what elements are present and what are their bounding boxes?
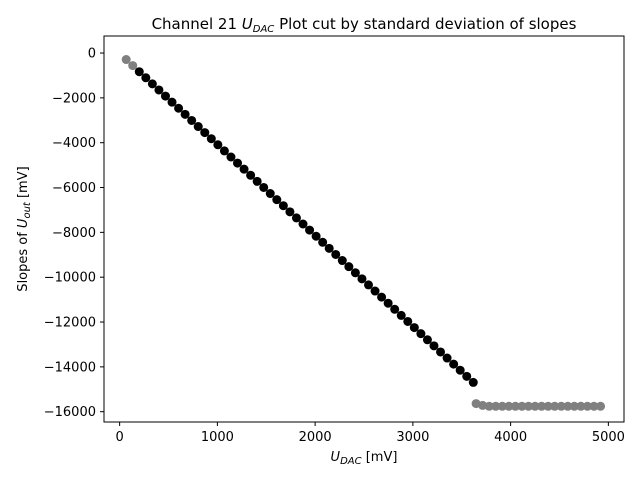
data-point-kept: [285, 207, 295, 217]
data-point-kept: [311, 231, 321, 241]
data-point-kept: [383, 298, 393, 308]
data-point-kept: [324, 243, 334, 253]
x-tick-label: 1000: [201, 430, 234, 445]
data-point-kept: [331, 249, 341, 259]
data-point-kept: [305, 225, 315, 235]
data-point-kept: [396, 310, 406, 320]
x-tick-label: 2000: [299, 430, 332, 445]
data-point-cut: [589, 401, 599, 411]
data-point-kept: [337, 256, 347, 266]
data-point-cut: [491, 401, 501, 411]
data-point-kept: [357, 274, 367, 284]
data-point-kept: [449, 359, 459, 369]
data-point-cut: [517, 401, 527, 411]
data-point-kept: [291, 213, 301, 223]
data-point-cut: [510, 401, 520, 411]
data-point-kept: [193, 122, 203, 132]
y-tick-label: −6000: [52, 181, 96, 196]
data-point-kept: [436, 347, 446, 357]
data-point-cut: [582, 401, 592, 411]
data-point-kept: [219, 146, 229, 156]
data-point-cut: [569, 401, 579, 411]
data-point-cut: [576, 401, 586, 411]
data-point-cut: [484, 401, 494, 411]
y-axis-title: Slopes of Uout [mV]: [16, 166, 33, 291]
data-point-kept: [298, 219, 308, 229]
chart-title: Channel 21 UDAC Plot cut by standard dev…: [152, 15, 577, 35]
data-point-kept: [147, 79, 157, 89]
data-point-kept: [272, 195, 282, 205]
data-point-cut: [556, 401, 566, 411]
x-tick-label: 4000: [494, 430, 527, 445]
data-point-kept: [160, 91, 170, 101]
data-point-kept: [134, 67, 144, 77]
data-point-kept: [429, 341, 439, 351]
data-point-cut: [530, 401, 540, 411]
series-kept: [134, 67, 478, 387]
data-point-kept: [174, 103, 184, 113]
y-tick-label: −12000: [44, 316, 96, 331]
data-point-cut: [128, 61, 138, 71]
data-point-kept: [278, 201, 288, 211]
data-point-kept: [213, 140, 223, 150]
data-point-kept: [233, 158, 243, 168]
plot-frame: [103, 35, 625, 423]
y-tick-label: −14000: [44, 360, 96, 375]
y-tick-label: −16000: [44, 405, 96, 420]
x-tick-label: 3000: [396, 430, 429, 445]
data-point-kept: [318, 237, 328, 247]
data-point-kept: [416, 329, 426, 339]
y-tick-label: −2000: [52, 91, 96, 106]
data-point-cut: [524, 401, 534, 411]
y-tick-label: 0: [88, 47, 96, 62]
data-point-kept: [252, 176, 262, 186]
data-point-kept: [350, 268, 360, 278]
data-point-kept: [363, 280, 373, 290]
y-tick-label: −4000: [52, 136, 96, 151]
data-point-cut: [563, 401, 573, 411]
data-point-cut: [478, 400, 488, 410]
data-point-kept: [455, 365, 465, 375]
data-point-kept: [206, 134, 216, 144]
data-point-kept: [468, 377, 478, 387]
data-point-cut: [550, 401, 560, 411]
data-point-kept: [239, 164, 249, 174]
data-point-kept: [226, 152, 236, 162]
data-point-cut: [121, 55, 131, 65]
data-point-cut: [543, 401, 553, 411]
data-point-kept: [344, 262, 354, 272]
data-point-kept: [265, 189, 275, 199]
data-point-kept: [409, 323, 419, 333]
data-point-kept: [259, 182, 269, 192]
data-point-kept: [187, 115, 197, 125]
data-point-kept: [180, 109, 190, 119]
x-tick-label: 0: [115, 430, 123, 445]
data-point-kept: [167, 97, 177, 107]
data-point-kept: [370, 286, 380, 296]
data-point-cut: [537, 401, 547, 411]
series-cut: [121, 55, 606, 411]
data-point-kept: [390, 304, 400, 314]
data-point-kept: [462, 371, 472, 381]
data-point-cut: [504, 401, 514, 411]
x-axis-title: UDAC [mV]: [331, 450, 398, 467]
data-point-kept: [403, 316, 413, 326]
y-tick-label: −10000: [44, 271, 96, 286]
data-point-cut: [497, 401, 507, 411]
data-point-kept: [442, 353, 452, 363]
x-axis: 0 1000 2000 3000 4000 5000: [115, 422, 625, 445]
x-tick-label: 5000: [592, 430, 625, 445]
data-point-kept: [154, 85, 164, 95]
y-axis: 0 −2000 −4000 −6000 −8000 −10000 −12000 −14000 −…: [44, 47, 104, 420]
data-point-kept: [200, 128, 210, 138]
data-point-kept: [422, 335, 432, 345]
data-point-kept: [141, 73, 151, 83]
data-point-kept: [246, 170, 256, 180]
y-tick-label: −8000: [52, 226, 96, 241]
data-point-kept: [377, 292, 387, 302]
data-point-cut: [596, 401, 606, 411]
